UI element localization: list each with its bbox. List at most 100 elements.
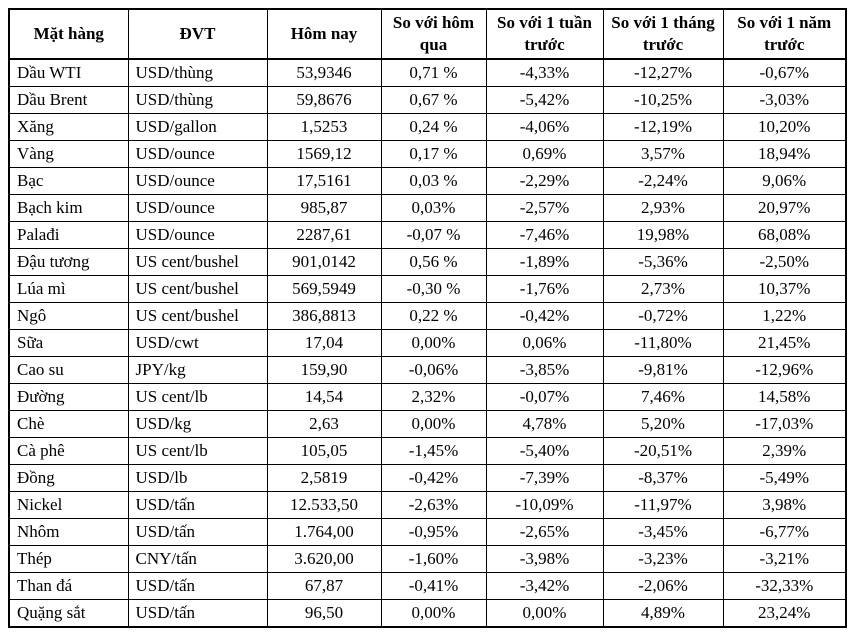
table-row: Dầu Brent USD/thùng 59,8676 0,67 % -5,42% -10… bbox=[8, 86, 847, 114]
commodity-cell: Ngô bbox=[8, 302, 129, 330]
vs-week-cell: -4,33% bbox=[485, 58, 604, 87]
col-header-vs-yesterday: So với hôm qua bbox=[380, 8, 487, 60]
vs-year-cell: 20,97% bbox=[722, 194, 847, 222]
col-header-vs-week: So với 1 tuần trước bbox=[485, 8, 604, 60]
table-row: Đường US cent/lb 14,54 2,32% -0,07% 7,46% 14,5… bbox=[8, 383, 847, 411]
vs-month-cell: -2,24% bbox=[602, 167, 724, 195]
vs-year-cell: 3,98% bbox=[722, 491, 847, 519]
table-row: Đậu tương US cent/bushel 901,0142 0,56 % -1,… bbox=[8, 248, 847, 276]
today-price-cell: 17,04 bbox=[266, 329, 382, 357]
vs-week-cell: -2,57% bbox=[485, 194, 604, 222]
vs-month-cell: 2,73% bbox=[602, 275, 724, 303]
table-row: Dầu WTI USD/thùng 53,9346 0,71 % -4,33% -12,2… bbox=[8, 58, 847, 87]
vs-yesterday-cell: -0,41% bbox=[380, 572, 487, 600]
col-header-today: Hôm nay bbox=[266, 8, 382, 60]
vs-year-cell: -17,03% bbox=[722, 410, 847, 438]
vs-yesterday-cell: -1,60% bbox=[380, 545, 487, 573]
today-price-cell: 105,05 bbox=[266, 437, 382, 465]
vs-month-cell: -3,45% bbox=[602, 518, 724, 546]
today-price-cell: 1.764,00 bbox=[266, 518, 382, 546]
col-header-vs-year: So với 1 năm trước bbox=[722, 8, 847, 60]
today-price-cell: 59,8676 bbox=[266, 86, 382, 114]
commodity-cell: Cà phê bbox=[8, 437, 129, 465]
unit-cell: US cent/lb bbox=[127, 437, 268, 465]
vs-yesterday-cell: -1,45% bbox=[380, 437, 487, 465]
vs-year-cell: -3,03% bbox=[722, 86, 847, 114]
vs-week-cell: -2,65% bbox=[485, 518, 604, 546]
vs-week-cell: -3,42% bbox=[485, 572, 604, 600]
today-price-cell: 67,87 bbox=[266, 572, 382, 600]
vs-month-cell: -12,19% bbox=[602, 113, 724, 141]
commodity-cell: Thép bbox=[8, 545, 129, 573]
vs-week-cell: -10,09% bbox=[485, 491, 604, 519]
today-price-cell: 1569,12 bbox=[266, 140, 382, 168]
commodity-cell: Dầu WTI bbox=[8, 58, 129, 87]
commodity-cell: Nhôm bbox=[8, 518, 129, 546]
vs-week-cell: -0,07% bbox=[485, 383, 604, 411]
unit-cell: USD/ounce bbox=[127, 140, 268, 168]
vs-year-cell: -2,50% bbox=[722, 248, 847, 276]
commodity-cell: Palađi bbox=[8, 221, 129, 249]
unit-cell: USD/ounce bbox=[127, 221, 268, 249]
vs-yesterday-cell: 0,03 % bbox=[380, 167, 487, 195]
unit-cell: US cent/bushel bbox=[127, 248, 268, 276]
commodity-cell: Chè bbox=[8, 410, 129, 438]
vs-year-cell: 18,94% bbox=[722, 140, 847, 168]
today-price-cell: 985,87 bbox=[266, 194, 382, 222]
vs-month-cell: -8,37% bbox=[602, 464, 724, 492]
today-price-cell: 1,5253 bbox=[266, 113, 382, 141]
unit-cell: USD/thùng bbox=[127, 86, 268, 114]
vs-yesterday-cell: 0,17 % bbox=[380, 140, 487, 168]
commodity-price-table: Mặt hàng ĐVT Hôm nay So với hôm qua So v… bbox=[8, 8, 847, 628]
today-price-cell: 386,8813 bbox=[266, 302, 382, 330]
today-price-cell: 159,90 bbox=[266, 356, 382, 384]
vs-month-cell: -11,80% bbox=[602, 329, 724, 357]
vs-yesterday-cell: -2,63% bbox=[380, 491, 487, 519]
vs-year-cell: -5,49% bbox=[722, 464, 847, 492]
table-row: Ngô US cent/bushel 386,8813 0,22 % -0,42% -0,… bbox=[8, 302, 847, 330]
commodity-cell: Đường bbox=[8, 383, 129, 411]
vs-yesterday-cell: 0,71 % bbox=[380, 58, 487, 87]
unit-cell: USD/tấn bbox=[127, 572, 268, 600]
vs-year-cell: -0,67% bbox=[722, 58, 847, 87]
vs-month-cell: 5,20% bbox=[602, 410, 724, 438]
table-row: Đồng USD/lb 2,5819 -0,42% -7,39% -8,37% -5,49% bbox=[8, 464, 847, 492]
table-row: Chè USD/kg 2,63 0,00% 4,78% 5,20% -17,03% bbox=[8, 410, 847, 438]
vs-month-cell: -9,81% bbox=[602, 356, 724, 384]
table-row: Sữa USD/cwt 17,04 0,00% 0,06% -11,80% 21,45% bbox=[8, 329, 847, 357]
vs-year-cell: 1,22% bbox=[722, 302, 847, 330]
unit-cell: USD/tấn bbox=[127, 518, 268, 546]
vs-year-cell: -32,33% bbox=[722, 572, 847, 600]
vs-week-cell: 0,00% bbox=[485, 599, 604, 628]
vs-week-cell: -7,46% bbox=[485, 221, 604, 249]
vs-week-cell: -1,76% bbox=[485, 275, 604, 303]
vs-yesterday-cell: 0,03% bbox=[380, 194, 487, 222]
today-price-cell: 569,5949 bbox=[266, 275, 382, 303]
col-header-unit: ĐVT bbox=[127, 8, 268, 60]
today-price-cell: 53,9346 bbox=[266, 58, 382, 87]
commodity-cell: Than đá bbox=[8, 572, 129, 600]
vs-week-cell: -3,85% bbox=[485, 356, 604, 384]
vs-week-cell: 0,06% bbox=[485, 329, 604, 357]
vs-year-cell: 10,37% bbox=[722, 275, 847, 303]
table-row: Quặng sắt USD/tấn 96,50 0,00% 0,00% 4,89% 23,2… bbox=[8, 599, 847, 628]
vs-yesterday-cell: -0,42% bbox=[380, 464, 487, 492]
commodity-cell: Đồng bbox=[8, 464, 129, 492]
unit-cell: USD/ounce bbox=[127, 167, 268, 195]
vs-year-cell: 2,39% bbox=[722, 437, 847, 465]
col-header-vs-month: So với 1 tháng trước bbox=[602, 8, 724, 60]
vs-week-cell: -5,42% bbox=[485, 86, 604, 114]
vs-year-cell: 21,45% bbox=[722, 329, 847, 357]
table-row: Nhôm USD/tấn 1.764,00 -0,95% -2,65% -3,45% -6,… bbox=[8, 518, 847, 546]
vs-month-cell: -12,27% bbox=[602, 58, 724, 87]
commodity-cell: Lúa mì bbox=[8, 275, 129, 303]
col-header-commodity: Mặt hàng bbox=[8, 8, 129, 60]
commodity-cell: Đậu tương bbox=[8, 248, 129, 276]
today-price-cell: 12.533,50 bbox=[266, 491, 382, 519]
vs-week-cell: -2,29% bbox=[485, 167, 604, 195]
vs-yesterday-cell: 0,24 % bbox=[380, 113, 487, 141]
table-row: Nickel USD/tấn 12.533,50 -2,63% -10,09% -11,9… bbox=[8, 491, 847, 519]
vs-month-cell: -0,72% bbox=[602, 302, 724, 330]
vs-year-cell: -6,77% bbox=[722, 518, 847, 546]
vs-year-cell: 23,24% bbox=[722, 599, 847, 628]
